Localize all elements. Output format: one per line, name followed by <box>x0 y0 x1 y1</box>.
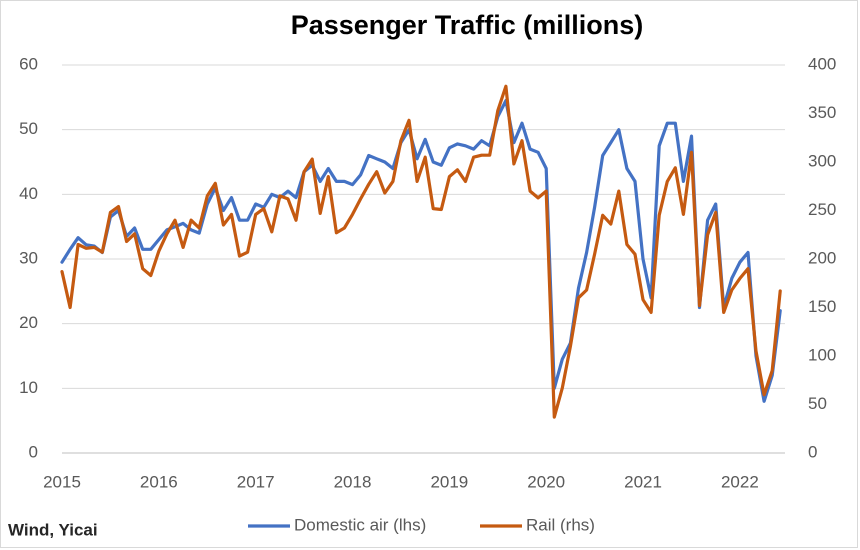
legend-label: Domestic air (lhs) <box>294 515 426 534</box>
x-tick-label: 2020 <box>527 472 565 491</box>
y-tick-label: 10 <box>19 378 38 397</box>
series-line <box>60 84 782 419</box>
x-tick-label: 2015 <box>43 472 81 491</box>
y2-tick-label: 400 <box>808 54 836 73</box>
x-tick-label: 2016 <box>140 472 178 491</box>
y-tick-label: 0 <box>29 442 38 461</box>
y2-tick-label: 100 <box>808 345 836 364</box>
y2-tick-label: 200 <box>808 248 836 267</box>
x-tick-label: 2022 <box>721 472 759 491</box>
x-tick-label: 2021 <box>624 472 662 491</box>
y2-tick-label: 150 <box>808 297 836 316</box>
y2-tick-label: 350 <box>808 103 836 122</box>
y2-tick-label: 0 <box>808 442 817 461</box>
source: Wind, Yicai <box>8 520 98 539</box>
y2-tick-label: 300 <box>808 151 836 170</box>
x-tick-label: 2019 <box>430 472 468 491</box>
y2-tick-label: 250 <box>808 200 836 219</box>
series-line <box>60 99 782 403</box>
y-tick-label: 30 <box>19 248 38 267</box>
y-tick-label: 40 <box>19 184 38 203</box>
y-tick-label: 60 <box>19 54 38 73</box>
y-tick-label: 50 <box>19 119 38 138</box>
x-tick-label: 2018 <box>334 472 372 491</box>
y2-tick-label: 50 <box>808 394 827 413</box>
legend-label: Rail (rhs) <box>526 515 595 534</box>
y-tick-label: 20 <box>19 313 38 332</box>
chart-title: Passenger Traffic (millions) <box>291 10 644 40</box>
x-tick-label: 2017 <box>237 472 275 491</box>
